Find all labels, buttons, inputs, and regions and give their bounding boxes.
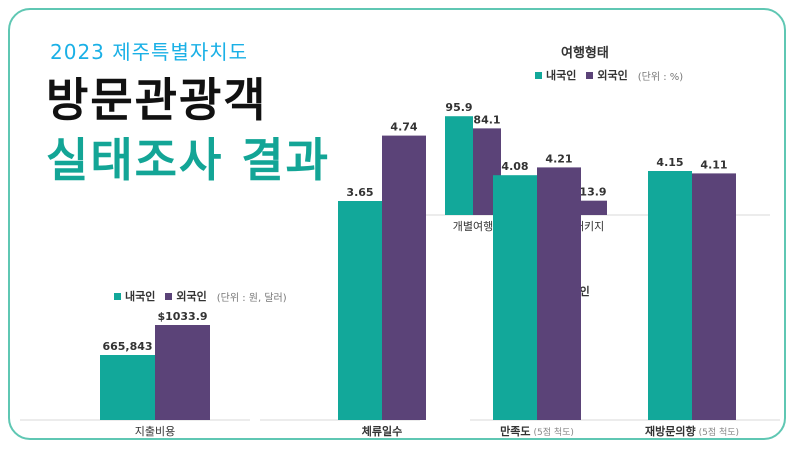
data-label-foreign: $1033.9 bbox=[157, 310, 207, 323]
bar-domestic bbox=[338, 201, 382, 420]
bar-domestic bbox=[493, 175, 537, 420]
legend-domestic-label: 내국인 bbox=[546, 69, 577, 82]
legend-unit: (단위 : 원, 달러) bbox=[216, 292, 287, 304]
data-label-foreign: 4.74 bbox=[390, 121, 417, 134]
bar-foreign bbox=[382, 135, 426, 420]
bar-foreign bbox=[537, 167, 581, 420]
bar-foreign bbox=[692, 173, 736, 420]
legend-foreign-swatch bbox=[586, 71, 594, 79]
data-label-foreign: 4.11 bbox=[700, 158, 727, 171]
data-label-domestic: 4.15 bbox=[656, 156, 683, 169]
data-label-foreign: 84.1 bbox=[473, 113, 500, 126]
category-note: (5점 척도) bbox=[699, 426, 739, 438]
legend-domestic-swatch bbox=[535, 71, 542, 79]
travel-type-legend: 내국인 외국인 (단위 : %) bbox=[535, 67, 683, 83]
data-label-domestic: 4.08 bbox=[501, 160, 528, 173]
category-label: 체류일수 bbox=[362, 424, 402, 438]
travel-type-title: 여행형태 bbox=[561, 46, 609, 61]
category-label: 재방문의향 (5점 척도) bbox=[645, 424, 739, 438]
data-label-foreign: 13.9 bbox=[579, 186, 606, 199]
bar-domestic bbox=[445, 116, 473, 215]
card-frame bbox=[8, 8, 786, 440]
legend-foreign-label: 외국인 bbox=[176, 290, 207, 303]
bar-domestic bbox=[648, 171, 692, 420]
category-label: 만족도 (5점 척도) bbox=[500, 424, 574, 438]
data-label-domestic: 665,843 bbox=[102, 340, 152, 353]
data-label-domestic: 3.65 bbox=[346, 186, 373, 199]
data-label-foreign: 4.21 bbox=[545, 152, 572, 165]
legend-unit: (단위 : %) bbox=[637, 71, 684, 83]
legend-foreign-swatch bbox=[165, 292, 173, 300]
page-subtitle: 실태조사 결과 bbox=[46, 133, 330, 187]
legend-domestic-swatch bbox=[114, 292, 121, 300]
page-title: 방문관광객 bbox=[46, 73, 268, 127]
spending-legend: 내국인 외국인 (단위 : 원, 달러) bbox=[114, 288, 287, 304]
category-label: 개별여행 bbox=[453, 220, 493, 233]
legend-domestic-label: 내국인 bbox=[125, 290, 156, 303]
category-note: (5점 척도) bbox=[533, 426, 573, 438]
bar-domestic bbox=[100, 355, 155, 420]
data-label-domestic: 95.9 bbox=[445, 101, 472, 114]
bar-foreign bbox=[579, 200, 607, 215]
legend-foreign-label: 외국인 bbox=[597, 69, 628, 82]
report-eyebrow: 2023 제주특별자치도 bbox=[50, 40, 249, 64]
bar-foreign bbox=[155, 325, 210, 420]
category-label: 지출비용 bbox=[135, 425, 175, 438]
